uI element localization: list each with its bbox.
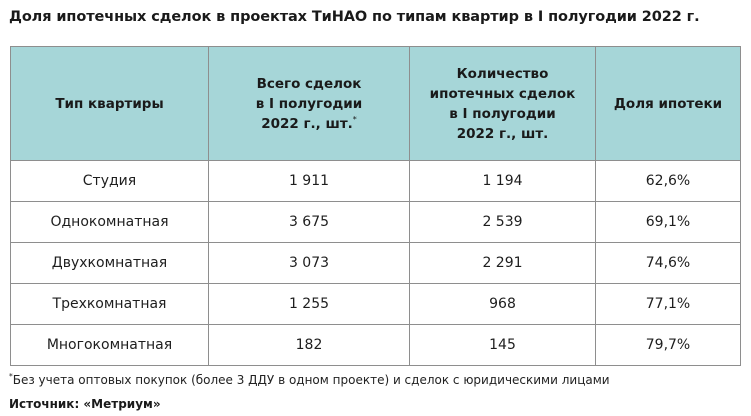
cell-mortgage-deals: 2 539 [409, 201, 596, 243]
cell-total-deals: 3 675 [208, 201, 410, 243]
footnote-marker: * [9, 372, 13, 381]
cell-apartment-type: Трехкомнатная [10, 283, 209, 325]
cell-apartment-type: Однокомнатная [10, 201, 209, 243]
header-mortgage-deals: Количество ипотечных сделок в I полугоди… [409, 46, 596, 161]
table-header-row: Тип квартиры Всего сделок в I полугодии … [10, 46, 741, 161]
header-line: Всего сделок [256, 75, 362, 92]
footnote: *Без учета оптовых покупок (более 3 ДДУ … [9, 373, 610, 387]
header-line: в I полугодии [255, 95, 363, 112]
table-row: Студия 1 911 1 194 62,6% [10, 160, 741, 202]
cell-mortgage-share: 74,6% [595, 242, 741, 284]
table-row: Многокомнатная 182 145 79,7% [10, 324, 741, 366]
cell-mortgage-share: 69,1% [595, 201, 741, 243]
header-total-deals: Всего сделок в I полугодии 2022 г., шт.* [208, 46, 410, 161]
header-line: 2022 г., шт. [261, 115, 353, 132]
cell-mortgage-deals: 145 [409, 324, 596, 366]
cell-apartment-type: Двухкомнатная [10, 242, 209, 284]
table-row: Двухкомнатная 3 073 2 291 74,6% [10, 242, 741, 284]
cell-apartment-type: Студия [10, 160, 209, 202]
cell-mortgage-deals: 1 194 [409, 160, 596, 202]
mortgage-share-table: Тип квартиры Всего сделок в I полугодии … [10, 46, 741, 366]
table-row: Однокомнатная 3 675 2 539 69,1% [10, 201, 741, 243]
table-title: Доля ипотечных сделок в проектах ТиНАО п… [9, 9, 700, 25]
footnote-text: Без учета оптовых покупок (более 3 ДДУ в… [12, 373, 610, 387]
cell-total-deals: 3 073 [208, 242, 410, 284]
cell-total-deals: 182 [208, 324, 410, 366]
cell-mortgage-deals: 968 [409, 283, 596, 325]
cell-mortgage-share: 62,6% [595, 160, 741, 202]
cell-mortgage-deals: 2 291 [409, 242, 596, 284]
header-line: Доля ипотеки [613, 95, 723, 112]
header-line: в I полугодии [449, 105, 556, 122]
cell-total-deals: 1 911 [208, 160, 410, 202]
cell-mortgage-share: 77,1% [595, 283, 741, 325]
cell-apartment-type: Многокомнатная [10, 324, 209, 366]
table-row: Трехкомнатная 1 255 968 77,1% [10, 283, 741, 325]
header-line-with-mark: 2022 г., шт.* [215, 114, 403, 134]
cell-total-deals: 1 255 [208, 283, 410, 325]
cell-mortgage-share: 79,7% [595, 324, 741, 366]
header-line: ипотечных сделок [429, 85, 576, 102]
header-line: 2022 г., шт. [456, 125, 549, 142]
header-mortgage-share: Доля ипотеки [595, 46, 741, 161]
header-line: Количество [456, 65, 549, 82]
footnote-marker: * [352, 114, 357, 124]
header-line: Тип квартиры [55, 95, 164, 112]
source-line: Источник: «Метриум» [9, 397, 161, 411]
header-apartment-type: Тип квартиры [10, 46, 209, 161]
